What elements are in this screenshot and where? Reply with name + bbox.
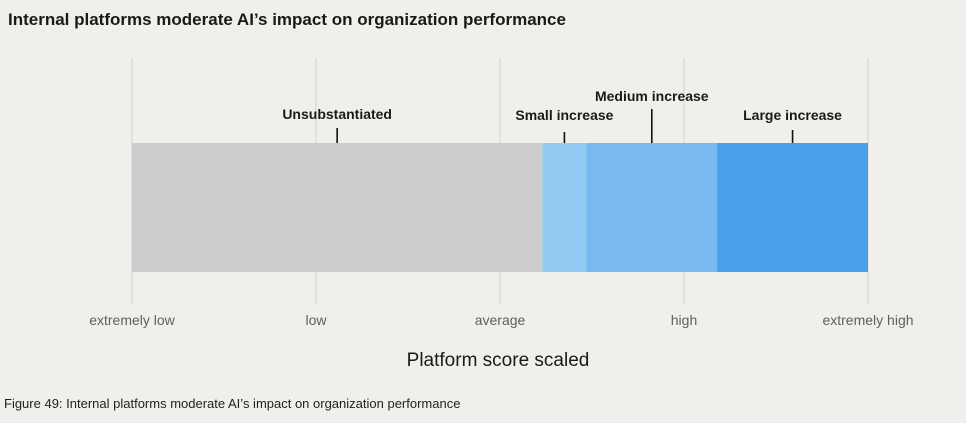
chart-title: Internal platforms moderate AI’s impact … bbox=[8, 10, 566, 29]
x-tick-label: extremely high bbox=[822, 312, 913, 328]
segment-label: Unsubstantiated bbox=[282, 106, 392, 122]
x-tick-label: average bbox=[475, 312, 526, 328]
x-tick-label: high bbox=[671, 312, 697, 328]
segment-label: Large increase bbox=[743, 107, 842, 123]
x-tick-label: low bbox=[305, 312, 327, 328]
segment-label: Medium increase bbox=[595, 88, 709, 104]
segment-label: Small increase bbox=[515, 107, 613, 123]
x-tick-label: extremely low bbox=[89, 312, 175, 328]
figure-caption: Figure 49: Internal platforms moderate A… bbox=[4, 396, 461, 411]
x-axis-label: Platform score scaled bbox=[407, 350, 590, 371]
segment-medium-increase bbox=[586, 143, 718, 272]
segment-small-increase bbox=[542, 143, 587, 272]
segment-unsubstantiated bbox=[132, 143, 543, 272]
segment-large-increase bbox=[717, 143, 868, 272]
